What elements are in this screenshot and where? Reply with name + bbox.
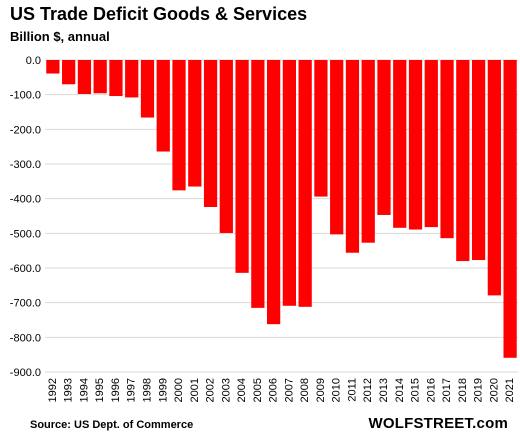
bar-2019 [471, 60, 486, 261]
bar-1994 [77, 60, 92, 94]
x-tick-label: 2009 [315, 378, 327, 402]
bar-2006 [266, 60, 281, 325]
bar-2017 [440, 60, 454, 239]
x-tick-label: 1999 [157, 378, 169, 402]
x-tick-label: 2017 [441, 378, 453, 402]
bars [46, 60, 517, 358]
x-tick-label: 2007 [283, 378, 295, 402]
bar-2012 [361, 60, 375, 243]
bar-2018 [456, 60, 470, 262]
x-tick-label: 2006 [268, 378, 280, 402]
x-tick-label: 2000 [173, 378, 185, 402]
x-tick-label: 2019 [473, 378, 485, 402]
bar-1995 [93, 60, 107, 94]
x-tick-label: 2014 [394, 378, 406, 402]
bar-1992 [46, 60, 60, 74]
x-tick-label: 1992 [47, 378, 59, 402]
bar-2011 [345, 60, 360, 253]
bar-2005 [251, 60, 265, 308]
x-tick-label: 1993 [63, 378, 75, 402]
gridlines [45, 59, 518, 373]
x-tick-label: 2003 [220, 378, 232, 402]
x-tick-label: 2002 [205, 378, 217, 402]
bar-2000 [172, 60, 186, 191]
bar-1999 [156, 60, 170, 152]
y-tick-label: -900.0 [10, 367, 41, 379]
x-tick-label: 2005 [252, 378, 264, 402]
x-axis-ticks: 1992 1993 1994 1995 1996 1997 1998 1999 2000 2001… [47, 378, 516, 402]
x-tick-label: 2004 [236, 378, 248, 402]
wolfstreet-watermark: WOLFSTREET.com [368, 415, 508, 432]
x-tick-label: 1998 [141, 378, 153, 402]
bar-2008 [298, 60, 312, 307]
x-tick-label: 2008 [299, 378, 311, 402]
x-tick-label: 2015 [410, 378, 422, 402]
x-tick-label: 2013 [378, 378, 390, 402]
y-axis-ticks: 0.0 -100.0 -200.0 -300.0 -400.0 -500.0 -600.0 -… [10, 55, 41, 379]
y-tick-label: -100.0 [10, 90, 41, 102]
source-note: Source: US Dept. of Commerce [30, 419, 194, 431]
bar-1997 [125, 60, 139, 98]
bar-2009 [314, 60, 328, 197]
x-tick-label: 1996 [110, 378, 122, 402]
bar-1993 [62, 60, 76, 85]
y-tick-label: -600.0 [10, 263, 41, 275]
x-tick-label: 2018 [457, 378, 469, 402]
bar-2003 [219, 60, 233, 233]
bar-2020 [487, 60, 501, 296]
chart-subtitle: Billion $, annual [10, 29, 110, 44]
y-tick-label: 0.0 [26, 55, 41, 67]
bar-2013 [377, 60, 391, 215]
y-tick-label: -500.0 [10, 228, 41, 240]
x-tick-label: 2020 [488, 378, 500, 402]
y-tick-label: -800.0 [10, 332, 41, 344]
bar-2002 [203, 60, 218, 207]
x-tick-label: 1994 [78, 378, 90, 402]
bar-2016 [424, 60, 438, 228]
x-tick-label: 1997 [126, 378, 138, 402]
bar-1998 [140, 60, 155, 118]
x-tick-label: 1995 [94, 378, 106, 402]
y-tick-label: -200.0 [10, 124, 41, 136]
bar-2004 [235, 60, 249, 273]
x-tick-label: 2016 [425, 378, 437, 402]
x-tick-label: 2001 [189, 378, 201, 402]
bar-2010 [330, 60, 344, 235]
x-tick-label: 2011 [346, 378, 358, 402]
y-tick-label: -400.0 [10, 194, 41, 206]
bar-2007 [282, 60, 297, 306]
x-tick-label: 2010 [331, 378, 343, 402]
y-tick-label: -300.0 [10, 159, 41, 171]
bar-2014 [393, 60, 407, 228]
bar-2001 [188, 60, 202, 187]
x-tick-label: 2021 [504, 378, 516, 402]
chart-title: US Trade Deficit Goods & Services [10, 4, 308, 24]
x-tick-label: 2012 [362, 378, 374, 402]
bar-2015 [408, 60, 423, 230]
y-tick-label: -700.0 [10, 298, 41, 310]
bar-2021 [503, 60, 517, 358]
bar-1996 [109, 60, 123, 97]
